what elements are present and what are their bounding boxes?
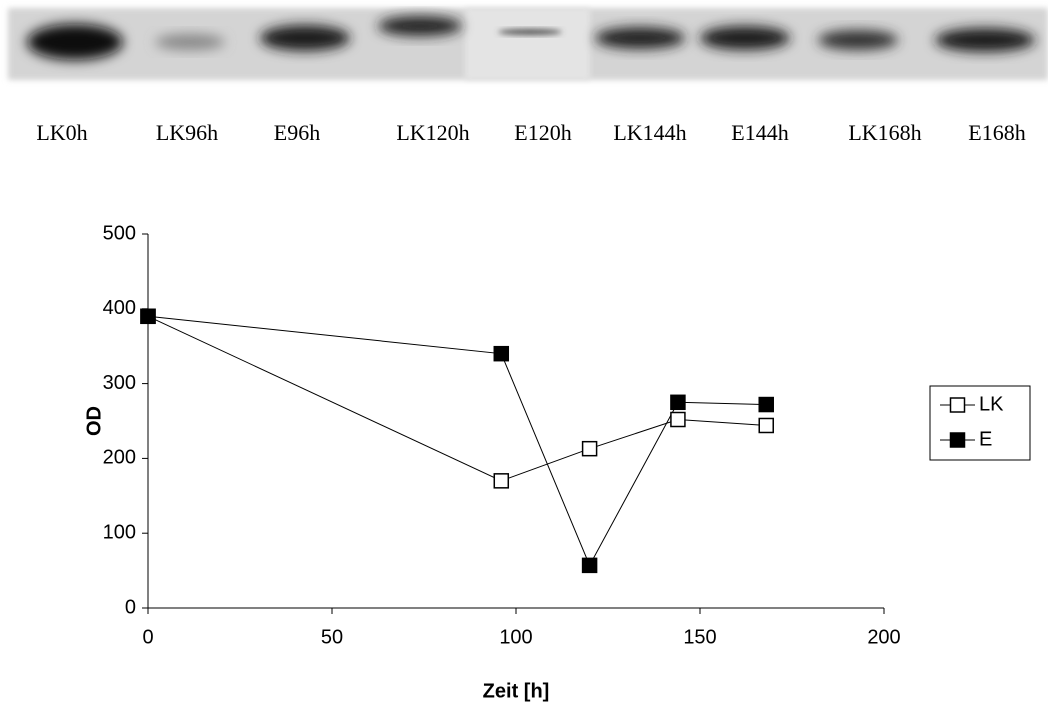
x-axis-title: Zeit [h] [483,680,550,702]
x-tick-label: 200 [867,626,900,648]
x-tick-label: 50 [321,626,343,648]
series-line [148,316,766,565]
marker [583,442,597,456]
page: LK0h LK96h E96h LK120h E120h LK144h E144h LK168… [0,0,1048,706]
y-tick-label: 0 [125,596,136,618]
y-tick-label: 100 [103,521,136,543]
marker [141,309,155,323]
marker [671,413,685,427]
lane-label: E168h [968,120,1025,145]
lane-label: E120h [514,120,571,145]
legend-marker [951,398,965,412]
x-tick-label: 0 [142,626,153,648]
y-tick-label: 400 [103,297,136,319]
legend-marker [951,433,965,447]
x-tick-label: 100 [499,626,532,648]
lane-label: LK168h [848,120,921,145]
marker [759,418,773,432]
figure: LK0h LK96h E96h LK120h E120h LK144h E144h LK168… [0,0,1048,706]
lane-labels: LK0h LK96h E96h LK120h E120h LK144h E144h LK168… [36,120,1025,145]
lane-label: LK96h [156,120,218,145]
lane-label: E144h [731,120,788,145]
marker [671,395,685,409]
marker [494,474,508,488]
legend-label: E [979,428,992,450]
lane-label: E96h [274,120,320,145]
lane-label: LK0h [36,120,87,145]
lane-label: LK144h [613,120,686,145]
lane-label: LK120h [396,120,469,145]
marker [494,347,508,361]
x-tick-label: 150 [683,626,716,648]
y-tick-label: 200 [103,447,136,469]
marker [759,398,773,412]
blot-image [8,8,1048,80]
legend-label: LK [979,393,1004,415]
y-tick-label: 300 [103,372,136,394]
y-axis-title: OD [83,406,105,436]
marker [583,558,597,572]
y-tick-label: 500 [103,222,136,244]
